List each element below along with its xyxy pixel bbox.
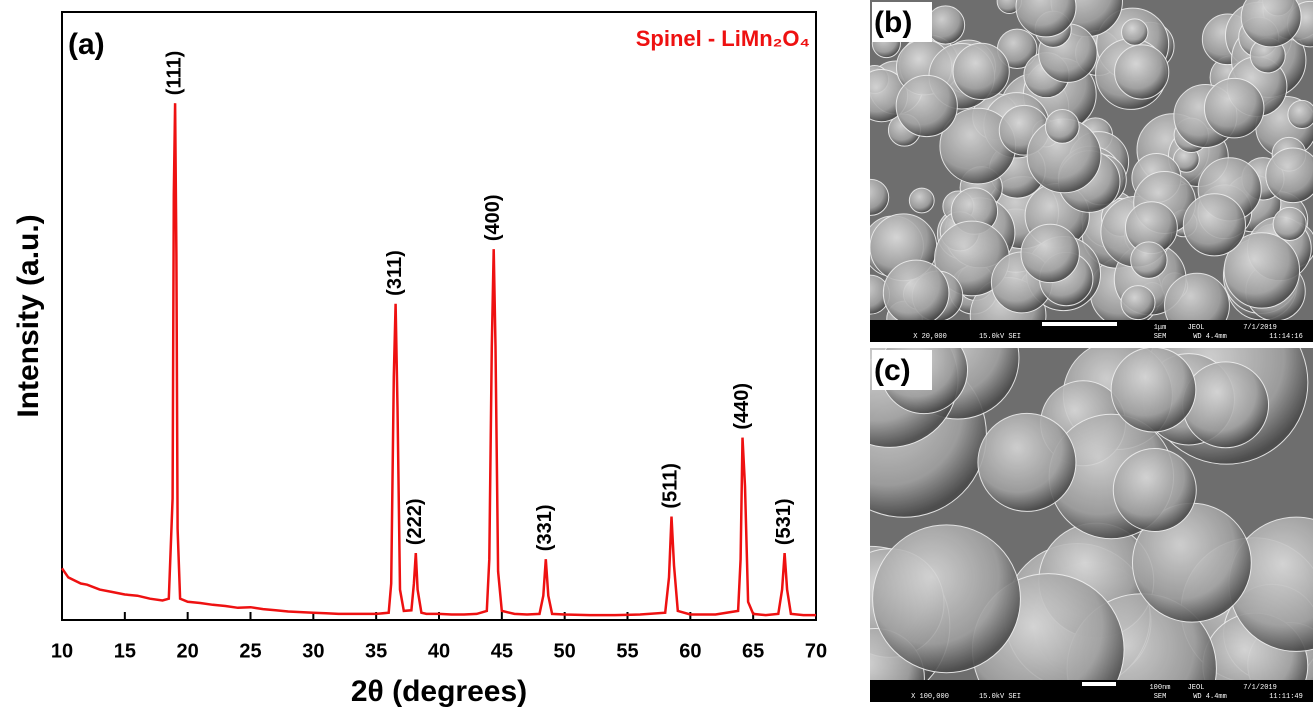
- particle: [1112, 447, 1197, 532]
- scale-bar: [1082, 682, 1116, 686]
- x-tick-label: 60: [679, 640, 701, 662]
- sem-info: X 20,000: [913, 333, 947, 341]
- particle: [1121, 18, 1149, 46]
- particle: [1044, 109, 1080, 144]
- peak-label: (440): [731, 383, 753, 430]
- x-tick-label: 20: [177, 640, 199, 662]
- sem-info: 1μm: [1154, 324, 1167, 332]
- sem-info: 15.0kV SEI: [979, 333, 1021, 341]
- particle: [1120, 285, 1156, 320]
- particle: [1114, 44, 1170, 100]
- peak-label: (511): [660, 463, 682, 509]
- particle: [925, 5, 966, 45]
- sem-info: 15.0kV SEI: [979, 693, 1021, 701]
- sem-info: JEOL: [1188, 324, 1205, 332]
- particle: [1287, 99, 1313, 130]
- particle: [1182, 361, 1270, 449]
- sem-info: JEOL: [1188, 684, 1205, 692]
- plot-frame: [61, 11, 817, 621]
- sem-info: 100nm: [1149, 684, 1170, 692]
- x-tick-label: 40: [428, 640, 450, 662]
- particle: [1110, 348, 1197, 433]
- particle: [870, 178, 890, 216]
- xrd-line: [60, 103, 816, 617]
- peak-label: (400): [482, 194, 504, 241]
- x-tick-label: 45: [491, 640, 513, 662]
- sem-info: SEM: [1154, 333, 1167, 341]
- sem-info: WD 4.4mm: [1193, 693, 1227, 701]
- sem-texture: [870, 348, 1313, 680]
- sem-info: 11:11:49: [1269, 693, 1303, 701]
- x-tick-label: 15: [114, 640, 136, 662]
- particle: [1020, 223, 1080, 284]
- particle: [1223, 232, 1301, 309]
- sem-info: 7/1/2019: [1243, 684, 1277, 692]
- info-bar: [870, 320, 1313, 342]
- sem-info: 11:14:16: [1269, 333, 1303, 341]
- particle: [1265, 147, 1313, 204]
- panel-label-box: [872, 350, 932, 390]
- particle: [1272, 206, 1307, 242]
- peak-label: (222): [404, 498, 426, 545]
- sem-texture: [870, 0, 1313, 320]
- particle: [1203, 77, 1265, 139]
- sem-info: SEM: [1154, 693, 1167, 701]
- y-axis-label: Intensity (a.u.): [12, 214, 45, 417]
- panel-label-box: [872, 2, 932, 42]
- particle: [1130, 241, 1168, 279]
- panel-label: (b): [874, 6, 912, 39]
- peak-label: (111): [163, 51, 185, 95]
- x-tick-label: 65: [742, 640, 764, 662]
- particle: [895, 74, 958, 138]
- x-tick-label: 50: [554, 640, 576, 662]
- peak-label: (331): [534, 504, 556, 551]
- particle: [872, 524, 1021, 674]
- sem-info: WD 4.4mm: [1193, 333, 1227, 341]
- peak-label: (531): [773, 498, 795, 545]
- sem-info: X 100,000: [911, 693, 949, 701]
- scale-bar: [1042, 322, 1117, 326]
- particle: [1015, 0, 1077, 38]
- info-bar: [870, 680, 1313, 702]
- sem-info: 7/1/2019: [1243, 324, 1277, 332]
- chart-title: Spinel - LiMn₂O₄: [636, 26, 810, 51]
- x-tick-label: 25: [239, 640, 261, 662]
- particle: [952, 42, 1010, 100]
- panel-label: (c): [874, 354, 911, 387]
- particle: [908, 187, 935, 214]
- peak-label: (311): [384, 250, 406, 296]
- x-tick-label: 30: [302, 640, 324, 662]
- x-tick-label: 35: [365, 640, 387, 662]
- x-tick-label: 55: [616, 640, 638, 662]
- x-tick-label: 10: [51, 640, 73, 662]
- particle: [1240, 0, 1302, 48]
- panel-label: (a): [68, 28, 105, 61]
- particle: [1182, 193, 1246, 257]
- particle: [1164, 272, 1230, 320]
- x-tick-label: 70: [805, 640, 827, 662]
- x-axis-label: 2θ (degrees): [351, 675, 527, 708]
- particle: [977, 412, 1077, 512]
- particle: [882, 259, 950, 320]
